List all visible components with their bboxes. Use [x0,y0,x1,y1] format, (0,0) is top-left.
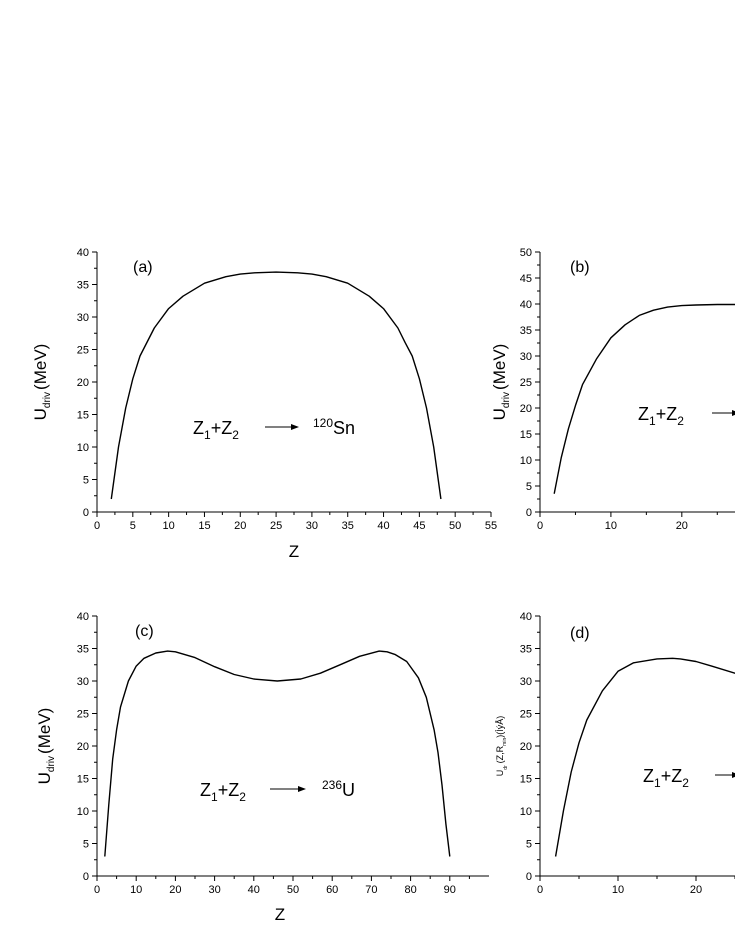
panel-label: (c) [135,623,154,640]
panel-label: (a) [133,259,153,276]
y-tick-label: 15 [77,410,89,422]
y-tick-label: 25 [520,377,532,389]
x-tick-label: 10 [612,884,624,896]
y-tick-label: 5 [526,839,532,851]
y-tick-label: 10 [77,442,89,454]
y-axis-title: Udriv(MeV) [31,344,53,421]
x-tick-label: 50 [287,884,299,896]
y-tick-label: 35 [520,644,532,656]
arrow-head-icon [732,772,735,778]
y-tick-label: 40 [77,611,89,623]
x-tick-label: 30 [208,884,220,896]
y-tick-label: 0 [83,507,89,519]
x-tick-label: 15 [198,520,210,532]
x-tick-label: 40 [248,884,260,896]
x-tick-label: 25 [270,520,282,532]
product-nucleus: 120Sn [313,416,355,438]
y-tick-label: 40 [520,611,532,623]
y-tick-label: 5 [83,839,89,851]
y-tick-label: 10 [520,806,532,818]
x-axis-title: Z [275,905,285,924]
y-tick-label: 20 [77,741,89,753]
y-tick-label: 0 [526,871,532,883]
y-tick-label: 25 [77,709,89,721]
x-tick-label: 60 [326,884,338,896]
x-tick-label: 90 [444,884,456,896]
series-line-a [110,271,442,500]
y-tick-label: 20 [77,377,89,389]
x-tick-label: 40 [377,520,389,532]
x-tick-label: 0 [537,520,543,532]
x-tick-label: 70 [365,884,377,896]
y-axis-title: Udriv(MeV) [490,344,512,421]
y-tick-label: 15 [520,429,532,441]
x-tick-label: 10 [130,884,142,896]
x-tick-label: 20 [234,520,246,532]
y-tick-label: 20 [520,741,532,753]
y-tick-label: 35 [77,280,89,292]
arrow-head-icon [291,424,299,430]
y-tick-label: 5 [526,481,532,493]
x-tick-label: 50 [449,520,461,532]
panel-d: 010203040500510152025303540(d)Udr(Z,Rmin… [495,611,735,896]
y-tick-label: 40 [520,299,532,311]
y-tick-label: 10 [520,455,532,467]
x-tick-label: 80 [404,884,416,896]
panel-b: 01020304005101520253035404550(b)Udriv(Me… [490,247,735,532]
x-tick-label: 30 [306,520,318,532]
y-tick-label: 15 [520,774,532,786]
x-tick-label: 35 [342,520,354,532]
x-tick-label: 0 [94,520,100,532]
panel-a: 0 5 10 15 20 25 30 35 40 45 50 55 0 5 10 15 20 25 30 35 40 (a… [31,247,497,561]
y-tick-label: 40 [77,247,89,259]
x-tick-label: 10 [605,520,617,532]
y-tick-label: 45 [520,273,532,285]
panel-label: (d) [570,625,590,642]
reaction-annotation: Z1+Z2 [193,418,239,442]
y-tick-label: 5 [83,475,89,487]
x-tick-label: 55 [485,520,497,532]
x-tick-label: 20 [676,520,688,532]
y-tick-label: 35 [77,644,89,656]
reaction-annotation: Z1+Z2 [643,766,689,790]
product-nucleus: 236U [322,778,355,800]
y-tick-label: 30 [77,312,89,324]
series-line-c [104,650,451,857]
x-tick-label: 20 [690,884,702,896]
x-tick-label: 0 [94,884,100,896]
x-axis-title: Z [289,542,299,561]
y-tick-label: 30 [520,351,532,363]
reaction-annotation: Z1+Z2 [638,404,684,428]
y-tick-label: 0 [526,507,532,519]
x-tick-label: 0 [537,884,543,896]
panel-label: (b) [570,259,590,276]
y-tick-label: 20 [520,403,532,415]
y-axis-title: Udriv(MeV) [35,708,57,785]
arrow-head-icon [298,786,306,792]
y-axis-title: Udr(Z,Rmin)(ÌýÅ) [495,716,509,777]
reaction-annotation: Z1+Z2 [200,780,246,804]
x-tick-label: 5 [130,520,136,532]
series-line-b [553,303,735,494]
x-tick-label: 45 [413,520,425,532]
y-tick-label: 25 [77,345,89,357]
y-tick-label: 15 [77,774,89,786]
panel-c: 0 10 20 30 40 50 60 70 80 90 0 5 10 15 20 25 30 35 40 (c) Z U… [35,611,489,924]
y-tick-label: 50 [520,247,532,259]
y-tick-label: 10 [77,806,89,818]
y-tick-label: 25 [520,709,532,721]
x-tick-label: 10 [163,520,175,532]
y-tick-label: 0 [83,871,89,883]
x-tick-label: 20 [169,884,181,896]
y-tick-label: 30 [520,676,532,688]
y-tick-label: 30 [77,676,89,688]
arrow-head-icon [732,410,735,416]
series-line-d [554,657,735,857]
y-tick-label: 35 [520,325,532,337]
